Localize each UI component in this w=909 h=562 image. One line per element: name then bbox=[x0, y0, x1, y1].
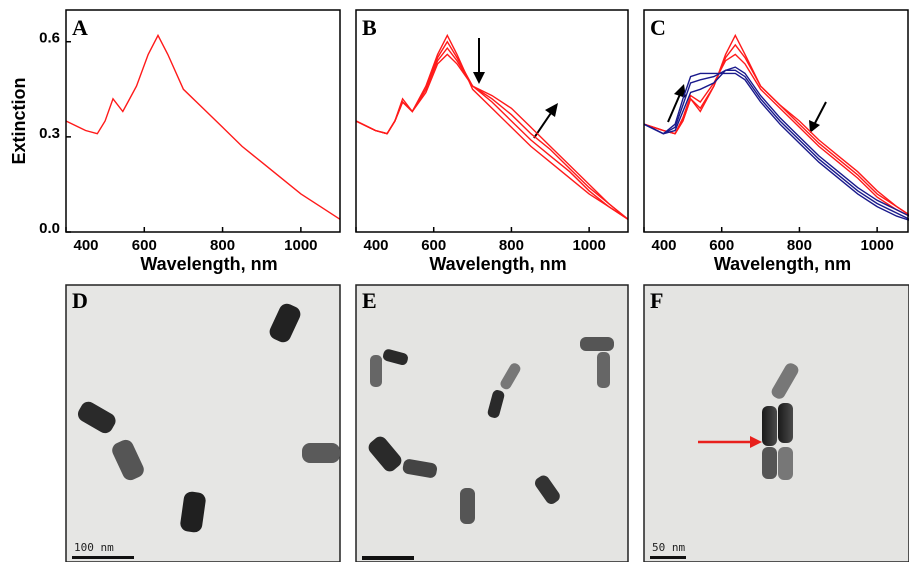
panel-label: C bbox=[650, 15, 666, 40]
spectrum-line bbox=[355, 53, 629, 220]
x-tick-label: 1000 bbox=[572, 237, 605, 254]
x-tick-label: 1000 bbox=[860, 237, 893, 254]
panel-label: A bbox=[72, 15, 88, 40]
spectrum-line bbox=[644, 72, 909, 221]
spectrum-line bbox=[644, 69, 909, 220]
image-label: F bbox=[650, 288, 663, 313]
x-tick-label: 800 bbox=[787, 237, 812, 254]
spectrum-line bbox=[644, 33, 909, 216]
arrows bbox=[473, 38, 827, 139]
x-tick-label: 600 bbox=[709, 237, 734, 254]
x-tick-label: 800 bbox=[499, 237, 524, 254]
scale-bar-label: 100 nm bbox=[74, 541, 114, 554]
plot-frame bbox=[355, 9, 629, 233]
x-tick-label: 1000 bbox=[284, 237, 317, 254]
x-axis-label: Wavelength, nm bbox=[714, 254, 851, 274]
tem-panel-e bbox=[355, 284, 629, 562]
x-tick-label: 400 bbox=[651, 237, 676, 254]
y-axis-label: Extinction bbox=[9, 77, 29, 164]
spectrum-line bbox=[355, 46, 629, 220]
spectrum-line bbox=[355, 33, 629, 220]
x-axis-label: Wavelength, nm bbox=[429, 254, 566, 274]
x-tick-label: 600 bbox=[132, 237, 157, 254]
y-tick-label: 0.6 bbox=[39, 30, 60, 47]
plot-frame bbox=[65, 9, 341, 233]
image-label: D bbox=[72, 288, 88, 313]
y-tick-label: 0.3 bbox=[39, 125, 60, 142]
tem-panel-f bbox=[643, 284, 909, 562]
spectrum-line bbox=[644, 66, 909, 217]
y-tick-label: 0.0 bbox=[39, 220, 60, 237]
image-label: E bbox=[362, 288, 377, 313]
tem-panel-d bbox=[65, 284, 341, 562]
spectrum-line bbox=[65, 33, 341, 220]
scale-bar-label: 50 nm bbox=[652, 541, 685, 554]
x-tick-label: 800 bbox=[210, 237, 235, 254]
plot-frame bbox=[643, 9, 909, 233]
x-tick-label: 400 bbox=[363, 237, 388, 254]
plot-1 bbox=[355, 33, 629, 220]
plot-0 bbox=[65, 33, 341, 220]
panel-label: B bbox=[362, 15, 377, 40]
spectrum-line bbox=[644, 53, 909, 217]
plot-2 bbox=[644, 33, 909, 221]
x-tick-label: 400 bbox=[73, 237, 98, 254]
x-tick-label: 600 bbox=[421, 237, 446, 254]
spectrum-line bbox=[644, 43, 909, 216]
x-axis-label: Wavelength, nm bbox=[140, 254, 277, 274]
